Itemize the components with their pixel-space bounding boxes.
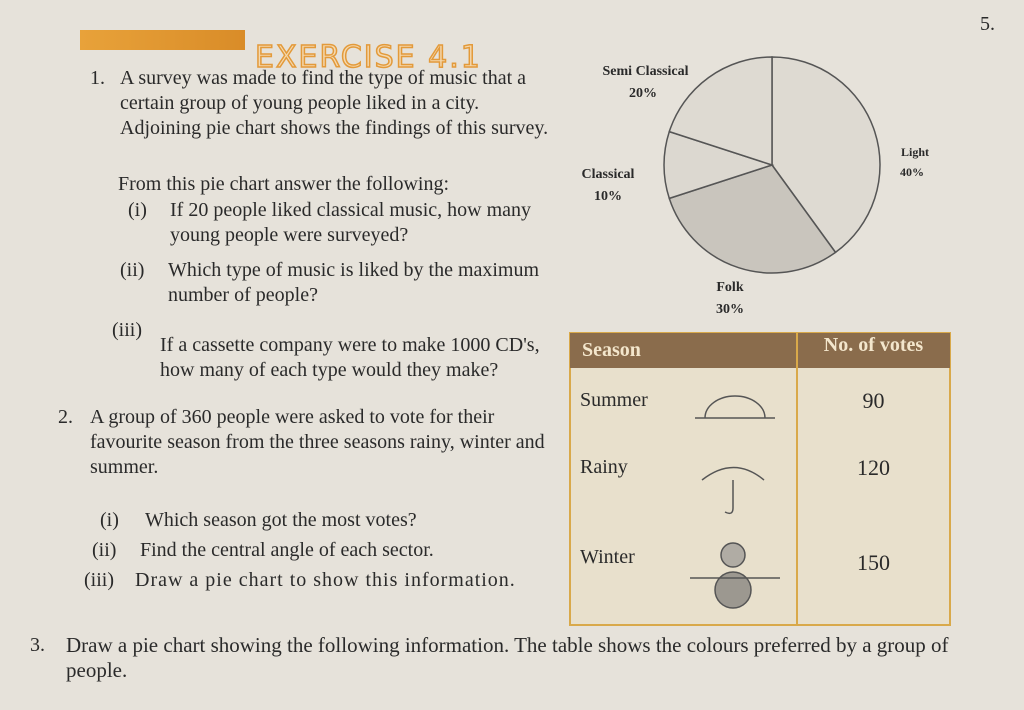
pie-chart bbox=[663, 56, 881, 274]
part-text: Find the central angle of each sector. bbox=[140, 539, 434, 561]
pie-value-label: 10% bbox=[594, 189, 622, 204]
q-lead: From this pie chart answer the following… bbox=[118, 173, 450, 195]
pie-label: Semi Classical bbox=[602, 64, 689, 79]
pie-label: Classical bbox=[581, 167, 635, 182]
part-label: (i) bbox=[100, 509, 119, 531]
pie-slice bbox=[668, 164, 837, 274]
pie-label: Folk bbox=[716, 280, 744, 295]
part-text: Draw a pie chart to show this informatio… bbox=[135, 569, 516, 591]
table-header: Season bbox=[582, 339, 641, 361]
q-number: 1. bbox=[90, 67, 105, 89]
q-text: A survey was made to find the type of mu… bbox=[120, 67, 549, 139]
q-number: 3. bbox=[30, 634, 45, 656]
table-frame bbox=[569, 332, 951, 626]
title-band bbox=[80, 30, 245, 50]
pie-label: Light bbox=[900, 145, 929, 159]
part-label: (ii) bbox=[92, 539, 117, 561]
table-cell: Winter bbox=[580, 546, 635, 568]
pie-value-label: 30% bbox=[716, 302, 744, 317]
table-cell: Rainy bbox=[580, 456, 628, 478]
q-number: 2. bbox=[58, 406, 73, 428]
table-cell: Summer bbox=[580, 389, 648, 411]
snowman-head bbox=[720, 542, 746, 568]
part-text: If a cassette company were to make 1000 … bbox=[160, 334, 540, 381]
pie-value-label: 40% bbox=[900, 165, 924, 179]
page-number: 5. bbox=[980, 13, 995, 35]
q-text: A group of 360 people were asked to vote… bbox=[90, 406, 545, 478]
table-cell: 90 bbox=[862, 388, 885, 413]
season-icons bbox=[690, 395, 780, 609]
pie-slice bbox=[771, 56, 881, 254]
pie-value-label: 20% bbox=[629, 86, 657, 101]
table-cell: 150 bbox=[857, 550, 890, 575]
part-label: (iii) bbox=[112, 319, 142, 341]
part-label: (iii) bbox=[84, 569, 114, 591]
snowman-body bbox=[714, 571, 752, 609]
pie-slice bbox=[668, 56, 773, 167]
part-text: If 20 people liked classical music, how … bbox=[170, 199, 532, 246]
title: EXERCISE 4.1 bbox=[254, 40, 482, 75]
q-text: Draw a pie chart showing the following i… bbox=[66, 633, 949, 682]
part-text: Which season got the most votes? bbox=[145, 509, 417, 531]
part-text: Which type of music is liked by the maxi… bbox=[168, 259, 540, 306]
table-cell: 120 bbox=[857, 455, 890, 480]
table-header: No. of votes bbox=[823, 334, 924, 356]
part-label: (i) bbox=[128, 199, 147, 221]
sun-icon bbox=[695, 395, 775, 419]
umbrella-icon bbox=[701, 466, 765, 515]
table-header-bg bbox=[570, 333, 950, 368]
part-label: (ii) bbox=[120, 259, 145, 281]
